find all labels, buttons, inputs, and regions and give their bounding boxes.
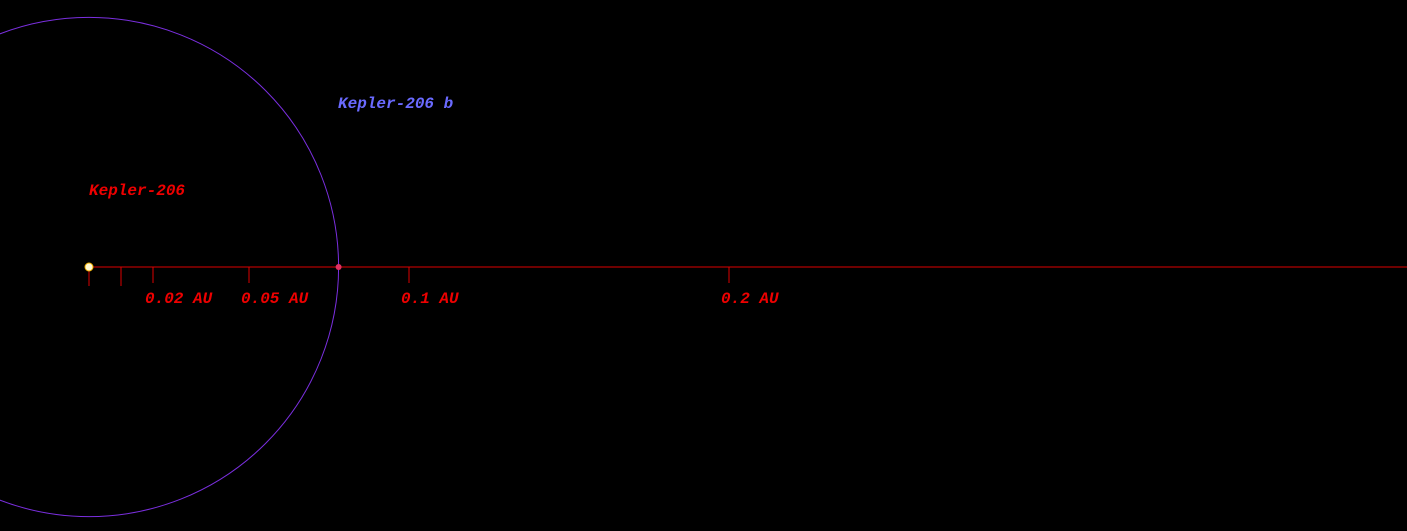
star-label: Kepler-206 [89,182,185,200]
planet [335,264,342,270]
scale-label: 0.02 AU [145,290,213,308]
scale-label: 0.05 AU [241,290,309,308]
scale-label: 0.2 AU [721,290,779,308]
star [84,262,94,272]
scale-label: 0.1 AU [401,290,459,308]
planet-label: Kepler-206 b [338,95,454,113]
